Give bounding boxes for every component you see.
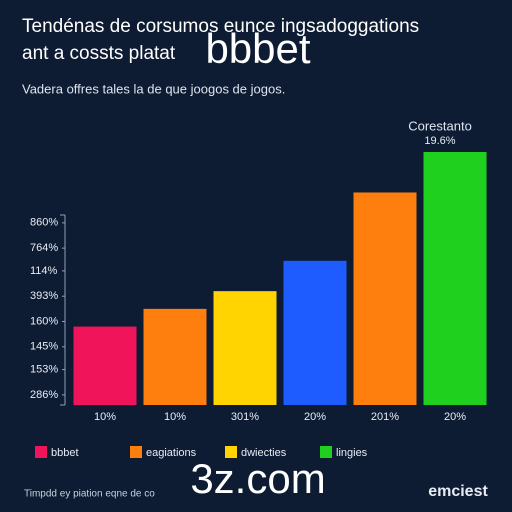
legend-swatch [130,446,142,458]
y-tick-label: 860% [30,217,58,229]
y-tick-label: 764% [30,242,58,254]
brand: emciest [428,483,488,500]
x-tick-label: 301% [231,411,259,423]
legend-swatch [320,446,332,458]
y-tick-label: 393% [30,290,58,302]
y-tick-label: 286% [30,389,58,401]
annotation: Corestanto [408,118,472,133]
x-tick-label: 201% [371,411,399,423]
legend-swatch [225,446,237,458]
bar [73,326,137,405]
legend-swatch [35,446,47,458]
y-tick-label: 114% [30,265,58,277]
legend-label: bbbet [51,447,79,459]
overlay-text: bbbet [205,25,310,72]
x-tick-label: 10% [94,411,116,423]
bar [353,192,417,405]
legend-label: dwiecties [241,447,287,459]
overlay-text: 3z.com [190,455,325,502]
bar [423,152,487,405]
legend-label: lingies [336,447,368,459]
bar [213,291,277,405]
x-tick-label: 20% [304,411,326,423]
chart-subtitle: Vadera offres tales la de que joogos de … [22,81,285,96]
y-tick-label: 160% [30,315,58,327]
x-tick-label: 10% [164,411,186,423]
x-tick-label: 20% [444,411,466,423]
legend-label: eagiations [146,447,197,459]
chart-title: Tendénas de corsumos eunce ingsadoggatio… [22,16,419,37]
y-tick-label: 153% [30,363,58,375]
footer: Timpdd ey piation eqne de co [24,489,155,500]
y-tick-label: 145% [30,341,58,353]
annotation-value: 19.6% [424,135,455,147]
bar [143,308,207,405]
chart-title-line: ant a cossts platat [22,43,176,64]
bar [283,260,347,405]
